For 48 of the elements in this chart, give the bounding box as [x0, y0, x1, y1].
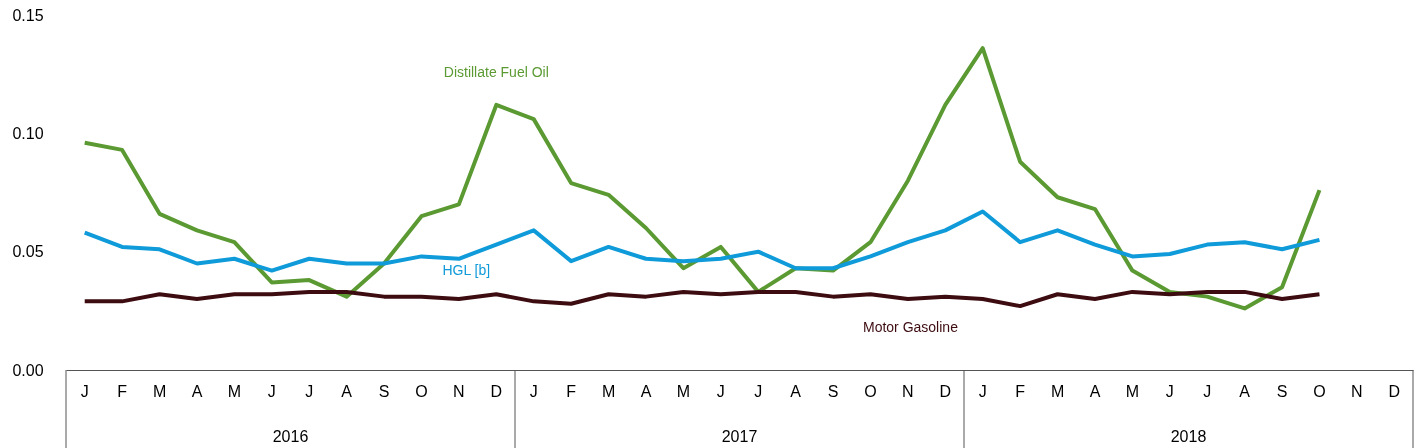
x-tick-label: O	[415, 383, 428, 401]
x-tick-label: O	[1313, 383, 1326, 401]
x-tick-label: A	[341, 383, 353, 401]
x-tick-label: A	[790, 383, 802, 401]
x-tick-label: A	[1239, 383, 1251, 401]
text: 2016	[272, 428, 309, 445]
x-tick-label: J	[978, 383, 987, 401]
x-tick-label: J	[1203, 383, 1212, 401]
x-tick-label: J	[305, 383, 314, 401]
x-tick-label: F	[117, 383, 128, 401]
x-tick-label: J	[716, 383, 725, 401]
y-tick-label: 0.05	[12, 243, 44, 261]
y-tick-label: 0.10	[12, 124, 44, 142]
text: Distillate Fuel Oil	[443, 63, 549, 80]
x-tick-label: A	[1089, 383, 1101, 401]
y-tick-label: 0.00	[12, 361, 44, 379]
x-tick-label: M	[601, 383, 616, 401]
x-tick-label: M	[1125, 383, 1140, 401]
text: 2018	[1170, 428, 1207, 445]
line-series	[82, 289, 1322, 309]
x-tick-label: F	[1015, 383, 1026, 401]
x-tick-label: S	[1276, 383, 1288, 401]
x-tick-label: N	[453, 383, 465, 401]
series-label: Motor Gasoline	[862, 319, 959, 336]
x-tick-label: M	[1050, 383, 1065, 401]
line-series	[82, 46, 1322, 311]
x-tick-label: M	[152, 383, 167, 401]
x-tick-label: D	[490, 383, 503, 401]
x-tick-label: N	[1351, 383, 1363, 401]
series-label: HGL [b]	[442, 261, 491, 278]
x-tick-label: N	[902, 383, 914, 401]
x-tick-label: M	[227, 383, 242, 401]
x-tick-label: J	[529, 383, 538, 401]
x-tick-label: J	[267, 383, 276, 401]
x-tick-label: D	[939, 383, 952, 401]
x-tick-label: O	[864, 383, 877, 401]
x-tick-label: J	[1165, 383, 1174, 401]
x-tick-label: F	[566, 383, 577, 401]
x-tick-label: A	[191, 383, 203, 401]
y-tick-label: 0.15	[12, 6, 44, 24]
x-tick-label: M	[676, 383, 691, 401]
x-tick-label: S	[827, 383, 839, 401]
x-tick-label: A	[640, 383, 652, 401]
text: 2017	[721, 428, 758, 445]
x-tick-label: D	[1388, 383, 1401, 401]
x-tick-label: J	[754, 383, 763, 401]
x-tick-label: J	[80, 383, 89, 401]
x-tick-label: S	[378, 383, 390, 401]
